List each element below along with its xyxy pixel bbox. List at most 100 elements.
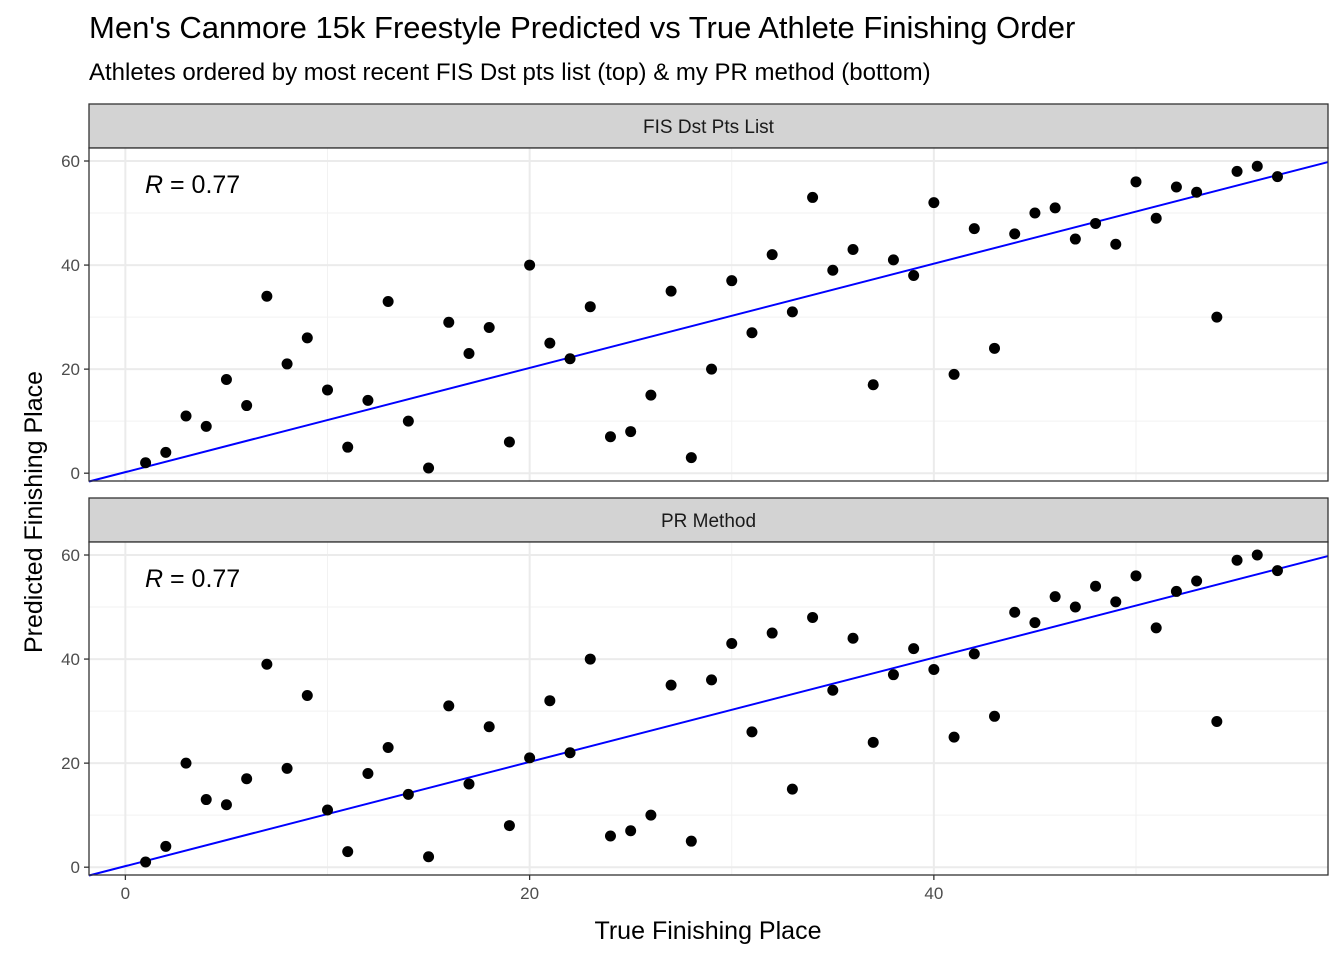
data-point xyxy=(604,830,616,842)
data-point xyxy=(1251,549,1263,561)
data-point xyxy=(322,804,334,816)
data-point xyxy=(584,301,596,313)
data-point xyxy=(1191,575,1203,587)
x-tick-label: 20 xyxy=(520,884,539,903)
y-tick-label: 40 xyxy=(61,650,80,669)
data-point xyxy=(827,264,839,276)
data-point xyxy=(1029,207,1041,219)
panel-border xyxy=(88,541,1329,876)
data-point xyxy=(685,835,697,847)
facet-strip-label: FIS Dst Pts List xyxy=(643,117,775,138)
data-point xyxy=(443,316,455,328)
data-point xyxy=(968,223,980,235)
data-point xyxy=(706,674,718,686)
data-point xyxy=(382,295,394,307)
y-tick-label: 0 xyxy=(71,858,80,877)
data-point xyxy=(746,726,758,738)
data-point xyxy=(1231,165,1243,177)
data-point xyxy=(402,788,414,800)
data-point xyxy=(625,825,637,837)
y-tick-label: 40 xyxy=(61,256,80,275)
data-point xyxy=(281,358,293,370)
data-point xyxy=(301,689,313,701)
data-point xyxy=(160,446,172,458)
data-point xyxy=(867,736,879,748)
panel-background xyxy=(89,148,1328,481)
data-point xyxy=(483,322,495,334)
data-point xyxy=(1110,238,1122,250)
data-point xyxy=(1090,580,1102,592)
chart-title: Men's Canmore 15k Freestyle Predicted vs… xyxy=(89,10,1076,45)
data-point xyxy=(726,637,738,649)
data-point xyxy=(847,632,859,644)
data-point xyxy=(1170,585,1182,597)
correlation-label: R = 0.77 xyxy=(145,565,240,593)
y-tick-label: 60 xyxy=(61,152,80,171)
y-tick-label: 20 xyxy=(61,360,80,379)
data-point xyxy=(503,436,515,448)
data-point xyxy=(887,254,899,266)
data-point xyxy=(1090,217,1102,229)
data-point xyxy=(645,809,657,821)
data-point xyxy=(443,700,455,712)
data-point xyxy=(362,394,374,406)
data-point xyxy=(1029,617,1041,629)
data-point xyxy=(261,658,273,670)
data-point xyxy=(948,731,960,743)
y-tick-label: 0 xyxy=(71,464,80,483)
data-point xyxy=(241,400,253,412)
data-point xyxy=(1110,596,1122,608)
data-point xyxy=(423,462,435,474)
correlation-label: R = 0.77 xyxy=(145,171,240,199)
data-point xyxy=(766,249,778,261)
data-point xyxy=(564,353,576,365)
data-point xyxy=(645,389,657,401)
data-point xyxy=(1251,160,1263,172)
data-point xyxy=(1150,212,1162,224)
data-point xyxy=(1049,591,1061,603)
data-point xyxy=(847,243,859,255)
data-point xyxy=(1191,186,1203,198)
data-point xyxy=(989,342,1001,354)
data-point xyxy=(726,275,738,287)
data-point xyxy=(948,368,960,380)
correlation-value: = 0.77 xyxy=(163,565,240,593)
data-point xyxy=(1069,601,1081,613)
data-point xyxy=(301,332,313,344)
data-point xyxy=(503,820,515,832)
data-point xyxy=(807,611,819,623)
data-point xyxy=(220,374,232,386)
data-point xyxy=(342,846,354,858)
data-point xyxy=(1150,622,1162,634)
data-point xyxy=(180,410,192,422)
data-point xyxy=(706,363,718,375)
data-point xyxy=(786,306,798,318)
panel-1: FIS Dst Pts List R = 0.77 0 20 40 60 xyxy=(61,103,1329,483)
data-point xyxy=(140,856,152,868)
data-point xyxy=(887,669,899,681)
panel-2: PR Method R = 0.77 0 20 40 60 0 20 40 xyxy=(61,497,1329,903)
data-point xyxy=(1009,228,1021,240)
data-point xyxy=(544,695,556,707)
data-point xyxy=(968,648,980,660)
data-point xyxy=(241,773,253,785)
data-point xyxy=(584,653,596,665)
panel-background xyxy=(89,542,1328,875)
data-point xyxy=(928,663,940,675)
data-point xyxy=(524,259,536,271)
data-point xyxy=(200,794,212,806)
data-point xyxy=(342,441,354,453)
data-point xyxy=(463,778,475,790)
data-point xyxy=(766,627,778,639)
data-point xyxy=(665,679,677,691)
data-point xyxy=(908,269,920,281)
data-point xyxy=(1271,171,1283,183)
correlation-symbol: R xyxy=(145,171,163,199)
data-point xyxy=(180,757,192,769)
data-point xyxy=(1130,570,1142,582)
data-point xyxy=(220,799,232,811)
y-tick-label: 20 xyxy=(61,754,80,773)
fit-line xyxy=(88,161,1329,483)
data-point xyxy=(524,752,536,764)
data-point xyxy=(989,710,1001,722)
